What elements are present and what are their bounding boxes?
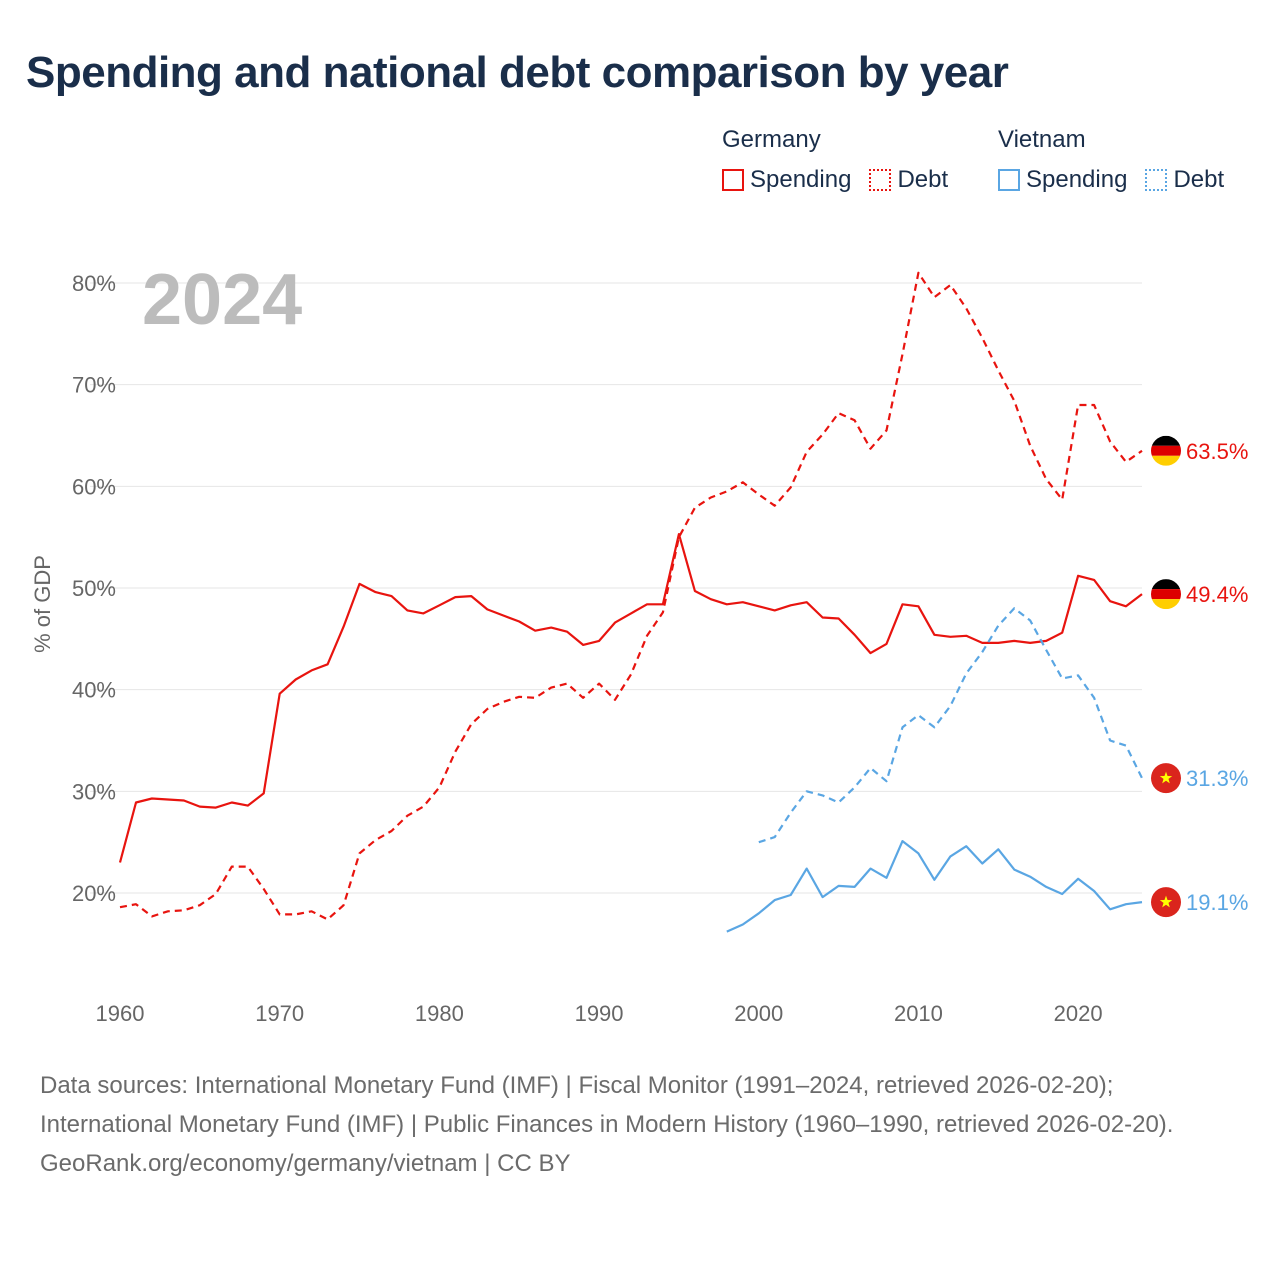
series-line-germany-spending[interactable] bbox=[118, 532, 1143, 863]
solid-swatch-icon bbox=[722, 169, 744, 191]
year-overlay: 2024 bbox=[142, 260, 302, 340]
y-tick-label: 40% bbox=[72, 678, 116, 703]
end-value-label: 63.5% bbox=[1186, 439, 1248, 464]
chart-title: Spending and national debt comparison by… bbox=[26, 48, 1009, 97]
legend-germany-spending[interactable]: Spending bbox=[722, 166, 851, 194]
y-axis-label: % of GDP bbox=[30, 555, 55, 653]
y-tick-label: 20% bbox=[72, 881, 116, 906]
x-tick-label: 1970 bbox=[255, 1001, 304, 1026]
series-line-germany-debt[interactable] bbox=[119, 271, 1143, 921]
x-tick-label: 2000 bbox=[734, 1001, 783, 1026]
y-tick-label: 30% bbox=[72, 779, 116, 804]
series-line-vietnam-spending[interactable] bbox=[726, 839, 1143, 933]
end-value-label: 19.1% bbox=[1186, 890, 1248, 915]
legend-vietnam-spending[interactable]: Spending bbox=[998, 166, 1127, 194]
data-sources: Data sources: International Monetary Fun… bbox=[40, 1072, 1174, 1138]
legend-vietnam-debt[interactable]: Debt bbox=[1145, 166, 1224, 194]
germany-flag-icon bbox=[1151, 579, 1181, 610]
legend-item-label: Spending bbox=[750, 166, 852, 193]
vietnam-flag-icon bbox=[1151, 887, 1181, 918]
legend-item-label: Spending bbox=[1026, 166, 1128, 193]
legend-item-label: Debt bbox=[897, 166, 949, 193]
dotted-swatch-icon bbox=[1145, 169, 1168, 191]
legend-item-label: Debt bbox=[1173, 166, 1225, 193]
x-tick-label: 2010 bbox=[894, 1001, 943, 1026]
y-tick-label: 50% bbox=[72, 576, 116, 601]
vietnam-flag-icon bbox=[1151, 763, 1181, 794]
solid-swatch-icon bbox=[998, 169, 1020, 191]
legend-country-label: Vietnam bbox=[998, 126, 1086, 153]
end-value-label: 31.3% bbox=[1186, 766, 1248, 791]
x-tick-label: 1980 bbox=[415, 1001, 464, 1026]
legend-group-vietnam: Vietnam Spending Debt bbox=[998, 124, 1242, 194]
legend-germany-debt[interactable]: Debt bbox=[869, 166, 948, 194]
germany-flag-icon bbox=[1151, 435, 1181, 466]
credit-link[interactable]: GeoRank.org/economy/germany/vietnam | CC… bbox=[40, 1150, 571, 1177]
series-line-vietnam-debt[interactable] bbox=[758, 607, 1143, 844]
x-tick-label: 2020 bbox=[1054, 1001, 1103, 1026]
y-tick-label: 70% bbox=[72, 373, 116, 398]
y-tick-label: 80% bbox=[72, 271, 116, 296]
y-tick-label: 60% bbox=[72, 474, 116, 499]
legend-group-germany: Germany Spending Debt bbox=[722, 124, 966, 194]
end-value-label: 49.4% bbox=[1186, 582, 1248, 607]
legend-country-label: Germany bbox=[722, 126, 821, 153]
line-chart: 20% 30% 40% 50% 60% 70% 80% 1960 1970 1980 1990 200… bbox=[30, 260, 1248, 1026]
dotted-swatch-icon bbox=[869, 169, 892, 191]
x-tick-label: 1960 bbox=[96, 1001, 145, 1026]
x-tick-label: 1990 bbox=[575, 1001, 624, 1026]
footer: Data sources: International Monetary Fun… bbox=[40, 1066, 1240, 1183]
